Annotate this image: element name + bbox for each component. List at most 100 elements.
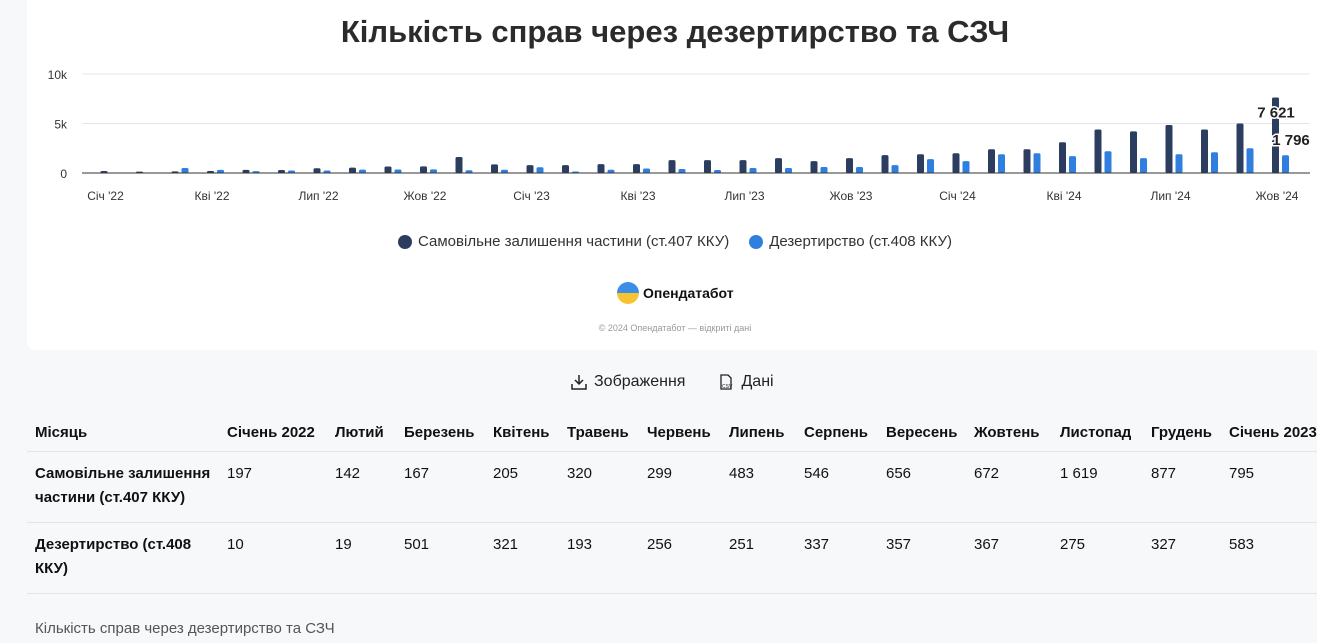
download-image-label: Зображення [594, 373, 686, 390]
bar-408[interactable] [820, 167, 828, 173]
bar-407[interactable] [917, 154, 924, 173]
bar-407[interactable] [384, 166, 392, 173]
bar-408[interactable] [323, 170, 331, 173]
data-label-408: 1 796 [1272, 132, 1310, 149]
bar-408[interactable] [1033, 153, 1041, 173]
x-tick-label: Лип '22 [298, 189, 338, 203]
column-header: Грудень [1143, 413, 1221, 452]
bar-408[interactable] [1140, 158, 1147, 173]
bar-408[interactable] [465, 170, 473, 173]
bar-408[interactable] [394, 169, 402, 173]
bar-408[interactable] [749, 168, 757, 173]
column-header: Березень [396, 413, 485, 452]
legend: Самовільне залишення частини (ст.407 ККУ… [0, 233, 1317, 250]
bar-408[interactable] [714, 170, 721, 173]
download-icon [571, 375, 587, 390]
bar-407[interactable] [1272, 97, 1279, 173]
bar-408[interactable] [891, 165, 899, 173]
column-header: Травень [559, 413, 639, 452]
bar-408[interactable] [927, 159, 934, 173]
bar-408[interactable] [501, 169, 508, 173]
bar-408[interactable] [1282, 155, 1289, 173]
bar-407[interactable] [526, 165, 534, 173]
bar-408[interactable] [1104, 151, 1112, 173]
bar-408[interactable] [536, 167, 544, 173]
bar-407[interactable] [491, 164, 498, 173]
y-tick-label: 0 [60, 167, 67, 181]
bar-407[interactable] [597, 164, 605, 173]
column-header: Червень [639, 413, 721, 452]
bar-407[interactable] [1165, 124, 1173, 173]
column-header: Вересень [878, 413, 966, 452]
bar-408[interactable] [1246, 148, 1254, 173]
table-cell: 321 [485, 522, 559, 594]
column-header: Січень 2023 [1221, 413, 1317, 452]
bar-408[interactable] [1211, 152, 1218, 173]
bar-407[interactable] [1059, 142, 1066, 173]
bar-408[interactable] [1069, 156, 1076, 173]
legend-item-407[interactable]: Самовільне залишення частини (ст.407 ККУ… [398, 233, 729, 250]
y-tick-label: 10k [48, 68, 68, 82]
table-cell: 337 [796, 522, 878, 594]
bar-407[interactable] [775, 158, 782, 173]
bar-407[interactable] [1236, 123, 1244, 174]
bar-407[interactable] [420, 166, 427, 173]
bar-408[interactable] [856, 167, 863, 173]
download-image-button[interactable]: Зображення [570, 373, 685, 391]
table-cell: 1 619 [1052, 451, 1143, 523]
bar-407[interactable] [562, 165, 569, 173]
bar-407[interactable] [952, 153, 960, 173]
copyright: © 2024 Опендатабот — відкриті дані [598, 323, 752, 333]
bar-407[interactable] [668, 160, 676, 173]
legend-swatch [749, 234, 764, 249]
bar-407[interactable] [846, 158, 853, 173]
y-tick-label: 5k [54, 118, 68, 132]
legend-swatch [398, 234, 413, 249]
table-cell: 656 [878, 451, 966, 523]
bar-408[interactable] [643, 168, 650, 173]
bar-407[interactable] [810, 161, 818, 173]
bar-408[interactable] [962, 161, 970, 173]
bar-407[interactable] [988, 149, 995, 173]
bar-408[interactable] [430, 169, 437, 173]
table-cell: 19 [327, 522, 396, 594]
table-cell: 299 [639, 451, 721, 523]
bar-407[interactable] [349, 167, 356, 173]
bar-407[interactable] [242, 169, 250, 173]
chart-title: Кількість справ через дезертирство та СЗ… [340, 14, 1010, 49]
brand-name: Опендатабот [643, 285, 734, 301]
bar-408[interactable] [181, 168, 189, 173]
bar-407[interactable] [313, 168, 321, 173]
bar-407[interactable] [207, 170, 214, 173]
bar-407[interactable] [1130, 131, 1137, 173]
legend-label: Дезертирство (ст.408 ККУ) [769, 233, 952, 250]
x-tick-label: Кві '23 [620, 189, 655, 203]
download-csv-button[interactable]: CSV Дані [717, 373, 774, 391]
bar-408[interactable] [785, 168, 792, 173]
bar-408[interactable] [607, 169, 615, 173]
bar-408[interactable] [1175, 154, 1183, 173]
bar-408[interactable] [217, 169, 224, 173]
bar-408[interactable] [288, 170, 295, 173]
x-tick-label: Кві '22 [194, 189, 229, 203]
bar-407[interactable] [633, 164, 640, 173]
column-header: Жовтень [966, 413, 1052, 452]
bar-407[interactable] [1023, 149, 1031, 173]
bar-407[interactable] [881, 155, 889, 173]
bar-407[interactable] [704, 160, 711, 173]
table-cell: 256 [639, 522, 721, 594]
bar-407[interactable] [739, 160, 747, 173]
bar-407[interactable] [1201, 129, 1208, 173]
bar-407[interactable] [1094, 129, 1102, 173]
bar-408[interactable] [678, 169, 686, 173]
table-cell: 142 [327, 451, 396, 523]
bar-407[interactable] [278, 170, 285, 173]
download-csv-label: Дані [741, 373, 774, 390]
table-cell: 10 [219, 522, 327, 594]
bar-408[interactable] [998, 154, 1005, 173]
legend-item-408[interactable]: Дезертирство (ст.408 ККУ) [749, 233, 952, 250]
bar-407[interactable] [455, 156, 463, 173]
x-tick-label: Жов '22 [404, 189, 447, 203]
bar-408[interactable] [359, 169, 366, 173]
table-cell: 357 [878, 522, 966, 594]
